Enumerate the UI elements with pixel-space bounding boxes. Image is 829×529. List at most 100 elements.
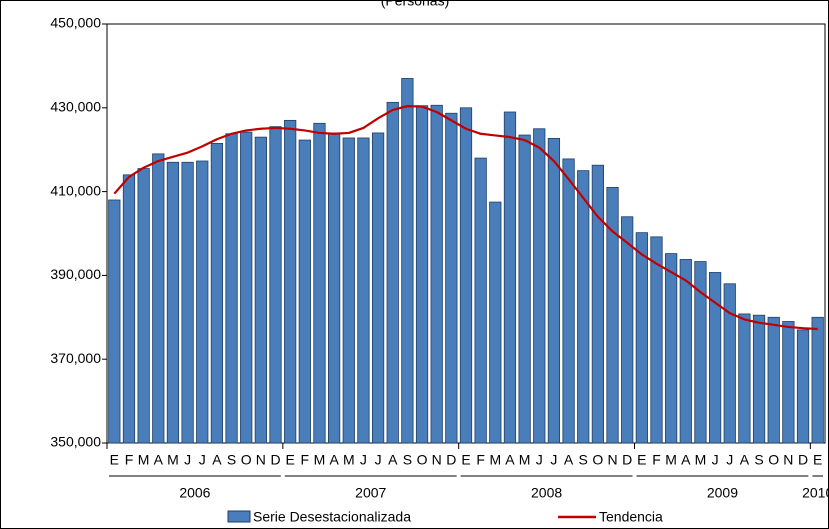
bar (269, 126, 282, 444)
x-tick-label: D (798, 452, 808, 468)
x-tick-label: M (695, 452, 707, 468)
x-tick-label: E (637, 452, 646, 468)
x-tick-label: F (476, 452, 485, 468)
bar (796, 329, 810, 444)
bar (166, 161, 180, 444)
year-label: 2007 (355, 485, 386, 501)
x-tick-label: N (783, 452, 793, 468)
x-tick-label: J (360, 452, 367, 468)
bar (137, 168, 150, 444)
legend-swatch (227, 510, 251, 523)
x-tick-label: O (768, 452, 779, 468)
x-tick-label: E (110, 452, 119, 468)
trend-line (113, 105, 818, 331)
bar (723, 283, 736, 444)
x-tick-label: A (681, 452, 691, 468)
bar (533, 128, 546, 444)
bar (328, 132, 341, 444)
bar (782, 321, 795, 444)
x-tick-label: J (184, 452, 191, 468)
x-tick-label: S (227, 452, 236, 468)
x-tick-label: M (343, 452, 355, 468)
bar (621, 216, 634, 444)
bar (254, 136, 267, 444)
bar (474, 157, 487, 444)
bar (445, 112, 458, 444)
bar (606, 187, 619, 444)
x-tick-label: A (505, 452, 515, 468)
bar (181, 161, 194, 444)
x-tick-label: N (432, 452, 442, 468)
x-tick-label: A (154, 452, 164, 468)
x-tick-label: D (622, 452, 632, 468)
bar (357, 137, 370, 444)
x-tick-label: O (241, 452, 252, 468)
x-tick-label: A (212, 452, 222, 468)
bar (152, 153, 165, 444)
bar (708, 272, 722, 444)
x-tick-label: D (270, 452, 280, 468)
bar (591, 164, 604, 444)
bar (196, 160, 209, 444)
y-tick-label: 430,000 (50, 99, 101, 115)
x-tick-label: A (740, 452, 750, 468)
year-label: 2006 (179, 485, 210, 501)
x-tick-label: E (813, 452, 822, 468)
year-label: 2009 (707, 485, 738, 501)
bar (401, 78, 414, 444)
x-tick-label: J (536, 452, 543, 468)
bar (767, 316, 780, 444)
x-tick-label: J (550, 452, 557, 468)
bar (342, 137, 355, 444)
bar (518, 134, 531, 444)
bar (635, 232, 648, 444)
bar (679, 259, 692, 444)
bar (415, 105, 429, 444)
chart-subtitle: (Personas) (381, 0, 449, 9)
bar (547, 137, 561, 444)
x-tick-label: S (403, 452, 412, 468)
x-tick-label: M (665, 452, 677, 468)
bar (811, 316, 824, 444)
y-tick-label: 390,000 (50, 266, 101, 282)
bar (650, 236, 663, 444)
x-tick-label: E (285, 452, 294, 468)
x-tick-label: J (726, 452, 733, 468)
bar (225, 133, 238, 444)
bar (122, 174, 136, 444)
year-label: 2010 (802, 485, 829, 501)
legend-label: Tendencia (599, 509, 663, 525)
x-tick-label: A (329, 452, 339, 468)
bar (562, 158, 575, 444)
y-tick-label: 450,000 (50, 15, 101, 31)
year-label: 2008 (531, 485, 562, 501)
bar (665, 253, 678, 444)
x-tick-label: M (489, 452, 501, 468)
x-tick-label: M (519, 452, 531, 468)
x-tick-label: M (314, 452, 326, 468)
bar (752, 314, 766, 444)
x-tick-label: J (199, 452, 206, 468)
x-tick-label: N (256, 452, 266, 468)
bar (108, 199, 121, 444)
x-tick-label: J (375, 452, 382, 468)
bar (284, 119, 297, 444)
bar (694, 261, 707, 444)
bar (210, 143, 224, 444)
x-tick-label: E (461, 452, 470, 468)
bar (738, 313, 751, 444)
bar (489, 201, 502, 444)
bar (371, 132, 385, 444)
x-tick-label: A (388, 452, 398, 468)
x-tick-label: M (167, 452, 179, 468)
y-tick-label: 370,000 (50, 350, 101, 366)
bar (577, 170, 590, 444)
x-tick-label: S (754, 452, 763, 468)
x-tick-label: F (125, 452, 134, 468)
x-tick-label: O (592, 452, 603, 468)
bar (503, 111, 517, 444)
y-tick-label: 350,000 (50, 434, 101, 450)
x-tick-label: F (301, 452, 310, 468)
x-tick-label: D (446, 452, 456, 468)
